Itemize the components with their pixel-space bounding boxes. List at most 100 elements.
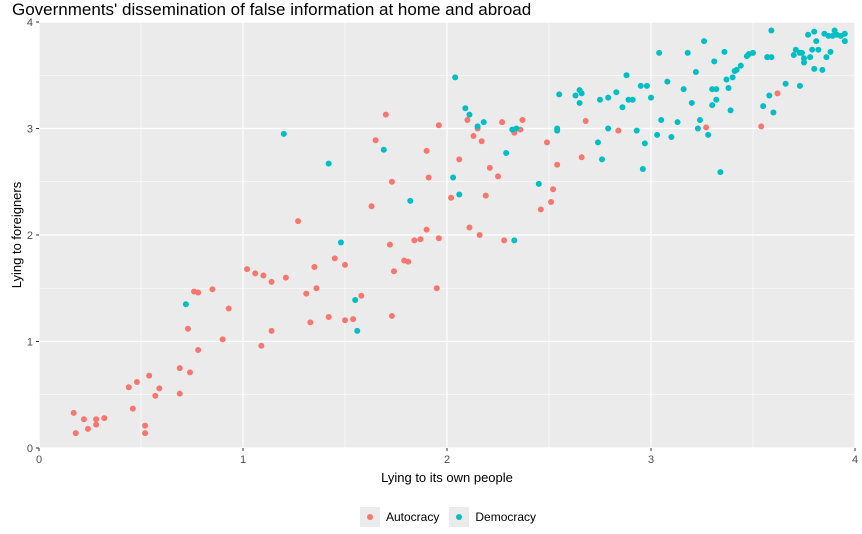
data-point-autocracy bbox=[433, 285, 440, 292]
data-point-democracy bbox=[711, 58, 718, 65]
data-point-autocracy bbox=[260, 272, 267, 279]
data-point-democracy bbox=[684, 49, 691, 56]
data-point-democracy bbox=[462, 105, 469, 112]
data-point-autocracy bbox=[476, 232, 483, 238]
y-tick-label: 1 bbox=[27, 337, 33, 349]
data-point-democracy bbox=[619, 104, 626, 111]
data-point-autocracy bbox=[435, 122, 442, 129]
y-tick-label: 2 bbox=[27, 230, 33, 242]
data-point-autocracy bbox=[129, 405, 136, 412]
data-point-autocracy bbox=[423, 226, 430, 233]
data-point-democracy bbox=[576, 99, 583, 106]
data-point-autocracy bbox=[495, 173, 501, 180]
legend-dot-autocracy bbox=[367, 514, 373, 520]
data-point-autocracy bbox=[499, 119, 506, 126]
y-tick-label: 0 bbox=[27, 443, 33, 455]
data-point-autocracy bbox=[448, 194, 455, 201]
data-point-democracy bbox=[811, 28, 818, 35]
legend-key-autocracy bbox=[360, 507, 380, 527]
data-point-democracy bbox=[841, 38, 848, 45]
data-point-democracy bbox=[733, 66, 740, 73]
data-point-democracy bbox=[613, 89, 620, 96]
data-point-democracy bbox=[664, 78, 671, 85]
data-point-democracy bbox=[841, 30, 848, 37]
data-point-autocracy bbox=[152, 392, 159, 399]
data-point-autocracy bbox=[350, 316, 357, 323]
data-point-democracy bbox=[823, 54, 830, 61]
data-point-autocracy bbox=[133, 378, 140, 385]
data-point-democracy bbox=[450, 174, 457, 181]
x-axis-title: Lying to its own people bbox=[381, 470, 513, 485]
data-point-democracy bbox=[182, 301, 189, 308]
data-point-democracy bbox=[811, 65, 818, 72]
data-point-democracy bbox=[325, 160, 332, 167]
x-tick-label: 3 bbox=[648, 454, 654, 466]
data-point-autocracy bbox=[543, 139, 550, 146]
data-point-autocracy bbox=[550, 186, 557, 193]
data-point-autocracy bbox=[93, 421, 100, 428]
data-point-autocracy bbox=[125, 384, 132, 391]
data-point-autocracy bbox=[758, 123, 765, 130]
data-point-democracy bbox=[705, 131, 712, 138]
data-point-democracy bbox=[737, 62, 744, 69]
data-point-autocracy bbox=[295, 218, 302, 225]
data-point-autocracy bbox=[358, 292, 365, 299]
data-point-autocracy bbox=[470, 132, 477, 139]
data-point-autocracy bbox=[388, 178, 395, 185]
data-point-democracy bbox=[713, 96, 720, 103]
data-point-democracy bbox=[637, 82, 644, 89]
data-point-autocracy bbox=[258, 342, 265, 349]
data-point-democracy bbox=[578, 90, 585, 97]
data-point-democracy bbox=[723, 76, 730, 83]
data-point-democracy bbox=[674, 119, 681, 126]
data-point-autocracy bbox=[342, 317, 348, 324]
data-point-autocracy bbox=[774, 90, 781, 97]
data-point-democracy bbox=[456, 191, 463, 198]
data-point-democracy bbox=[668, 134, 675, 141]
data-point-democracy bbox=[750, 49, 756, 56]
legend-label-democracy: Democracy bbox=[475, 510, 537, 524]
data-point-autocracy bbox=[435, 235, 442, 242]
data-point-autocracy bbox=[464, 116, 471, 123]
data-point-democracy bbox=[701, 38, 708, 45]
data-point-democracy bbox=[813, 38, 820, 45]
data-point-democracy bbox=[654, 131, 661, 138]
data-point-democracy bbox=[709, 102, 716, 109]
data-point-democracy bbox=[721, 48, 728, 55]
legend-key-democracy bbox=[449, 507, 470, 527]
data-point-autocracy bbox=[184, 325, 191, 332]
y-axis-title: Lying to foreigners bbox=[9, 181, 24, 288]
data-point-autocracy bbox=[423, 147, 430, 154]
data-point-autocracy bbox=[519, 116, 526, 123]
data-point-democracy bbox=[768, 54, 775, 61]
data-point-autocracy bbox=[615, 127, 622, 134]
data-point-autocracy bbox=[303, 290, 310, 297]
data-point-democracy bbox=[554, 127, 561, 134]
data-point-autocracy bbox=[219, 336, 226, 343]
data-point-democracy bbox=[727, 107, 734, 114]
data-point-autocracy bbox=[101, 415, 108, 422]
data-point-autocracy bbox=[417, 236, 424, 243]
data-point-autocracy bbox=[186, 369, 193, 376]
data-point-democracy bbox=[696, 116, 703, 123]
x-tick-label: 0 bbox=[36, 454, 42, 466]
data-point-democracy bbox=[656, 49, 663, 56]
data-point-autocracy bbox=[425, 174, 432, 181]
data-point-democracy bbox=[760, 103, 767, 110]
data-point-democracy bbox=[639, 165, 646, 172]
data-point-democracy bbox=[688, 99, 695, 106]
data-point-autocracy bbox=[268, 327, 275, 334]
data-point-autocracy bbox=[176, 390, 183, 397]
data-point-autocracy bbox=[578, 154, 585, 161]
data-point-democracy bbox=[352, 296, 359, 303]
data-point-autocracy bbox=[311, 263, 318, 270]
data-point-autocracy bbox=[72, 430, 79, 437]
data-point-democracy bbox=[407, 197, 414, 204]
data-points bbox=[70, 27, 848, 437]
data-point-autocracy bbox=[268, 278, 275, 285]
axis-ticks: 0 1 2 3 4 0 1 2 3 4 bbox=[27, 17, 858, 466]
data-point-democracy bbox=[513, 125, 520, 132]
data-point-democracy bbox=[768, 27, 775, 34]
data-point-democracy bbox=[713, 86, 720, 93]
data-point-autocracy bbox=[386, 241, 393, 248]
